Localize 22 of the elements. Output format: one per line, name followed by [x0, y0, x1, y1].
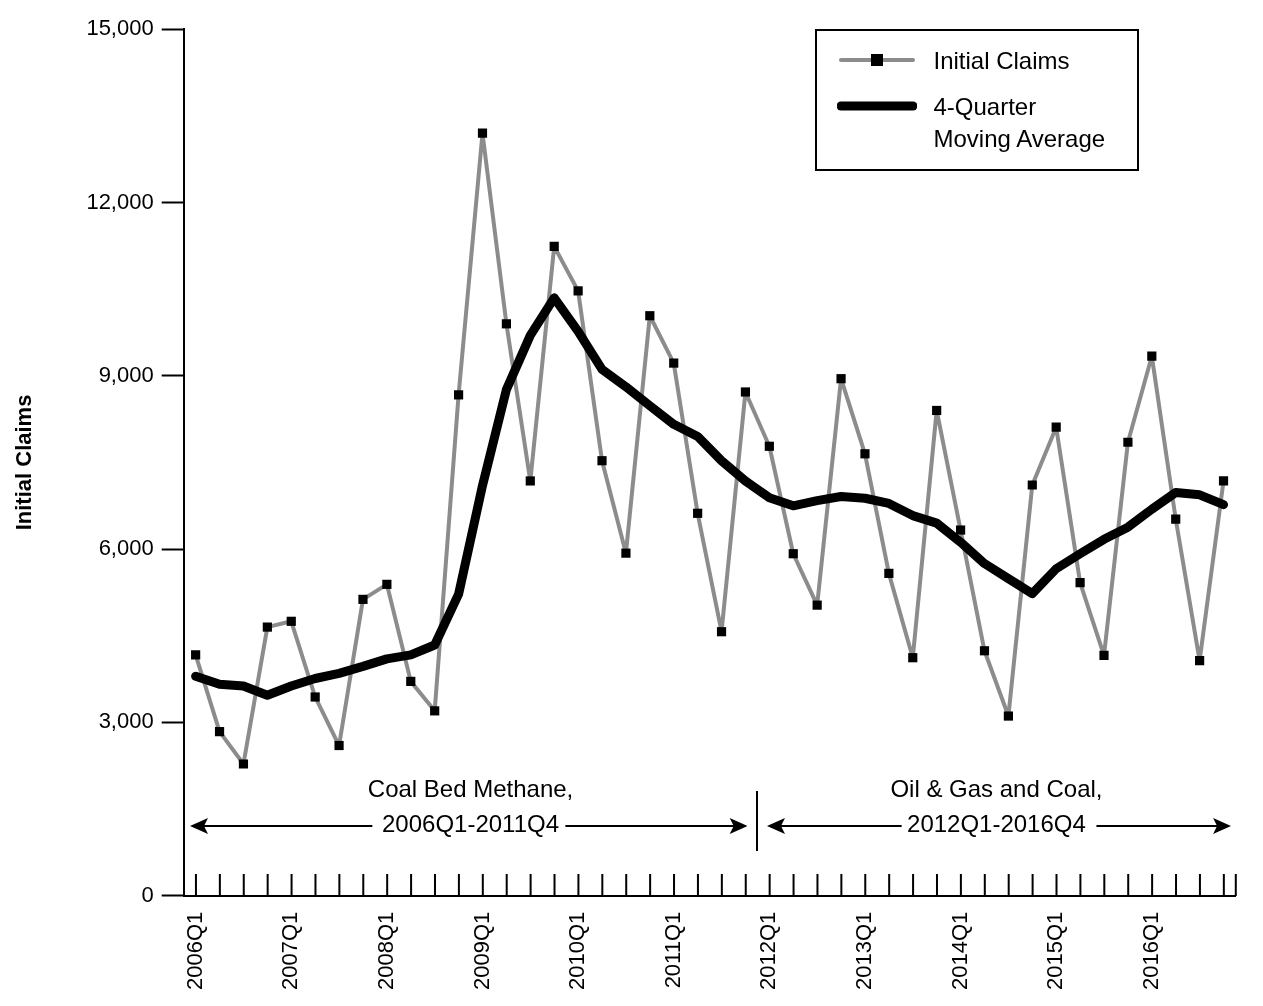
y-tick-label: 15,000 [86, 15, 154, 41]
x-tick-label: 2016Q1 [1137, 911, 1163, 991]
x-tick-label: 2015Q1 [1042, 911, 1068, 991]
legend-label: Initial Claims [933, 46, 1070, 77]
y-tick-label: 9,000 [98, 361, 154, 387]
annotation: Coal Bed Methane, 2006Q1-2011Q4 [367, 775, 574, 838]
x-tick-label: 2010Q1 [564, 911, 590, 991]
x-tick-label: 2011Q1 [659, 911, 685, 989]
y-axis-title: Initial Claims [11, 394, 37, 531]
x-tick-label: 2008Q1 [372, 911, 398, 991]
y-tick-label: 3,000 [98, 708, 154, 734]
x-tick-label: 2012Q1 [755, 911, 781, 991]
y-tick-label: 6,000 [98, 535, 154, 561]
legend-label: 4-Quarter Moving Average [933, 92, 1107, 155]
x-tick-label: 2013Q1 [851, 911, 877, 991]
annotation: Oil & Gas and Coal, 2012Q1-2016Q4 [890, 775, 1103, 838]
y-tick-label: 0 [141, 881, 154, 907]
x-tick-label: 2007Q1 [277, 911, 303, 991]
x-tick-label: 2014Q1 [946, 911, 972, 991]
x-tick-label: 2006Q1 [181, 911, 207, 991]
y-tick-label: 12,000 [86, 188, 154, 214]
x-tick-label: 2009Q1 [468, 911, 494, 991]
